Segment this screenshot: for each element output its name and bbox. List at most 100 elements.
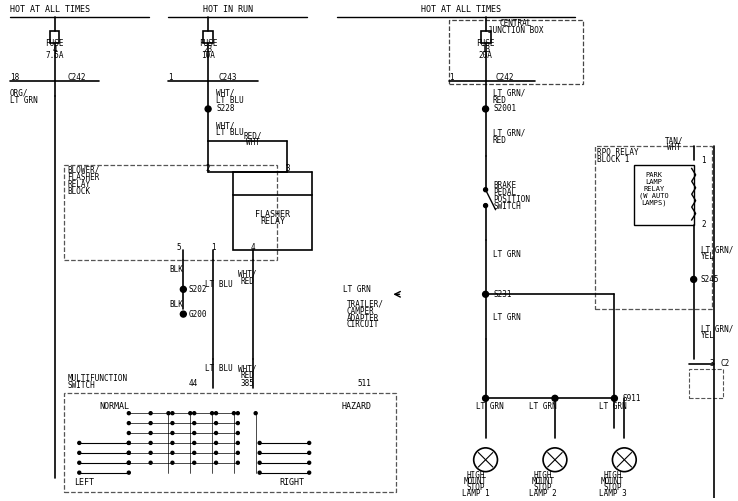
Text: 4: 4 bbox=[250, 243, 255, 252]
Circle shape bbox=[215, 422, 218, 424]
Text: LEFT: LEFT bbox=[75, 478, 94, 487]
Circle shape bbox=[258, 441, 261, 444]
Circle shape bbox=[77, 441, 80, 444]
Text: 5: 5 bbox=[176, 243, 181, 252]
Circle shape bbox=[149, 441, 152, 444]
Circle shape bbox=[691, 277, 697, 283]
Text: RED: RED bbox=[492, 96, 506, 105]
Text: BLOWER/: BLOWER/ bbox=[67, 166, 100, 175]
Text: WHT: WHT bbox=[667, 143, 680, 152]
Circle shape bbox=[77, 461, 80, 464]
Text: RED: RED bbox=[241, 371, 255, 380]
Text: STOP: STOP bbox=[603, 483, 621, 492]
Circle shape bbox=[308, 441, 311, 444]
Text: ORG/: ORG/ bbox=[10, 89, 28, 98]
Bar bbox=[64, 165, 277, 260]
Bar bbox=[49, 31, 60, 43]
Circle shape bbox=[308, 471, 311, 474]
Text: PEDAL: PEDAL bbox=[494, 188, 517, 197]
Text: LT BLU: LT BLU bbox=[216, 128, 244, 137]
Text: RELAY: RELAY bbox=[67, 180, 91, 189]
Text: WHT: WHT bbox=[246, 138, 260, 147]
Circle shape bbox=[215, 461, 218, 464]
Text: 20A: 20A bbox=[479, 51, 492, 60]
Text: TRAILER/: TRAILER/ bbox=[347, 300, 384, 309]
Text: LT BLU: LT BLU bbox=[205, 364, 233, 373]
Circle shape bbox=[254, 412, 257, 415]
Text: 3: 3 bbox=[285, 164, 290, 173]
Text: S245: S245 bbox=[700, 275, 719, 284]
Text: (W AUTO: (W AUTO bbox=[639, 193, 669, 199]
Text: HIGH: HIGH bbox=[603, 471, 621, 480]
Text: S2001: S2001 bbox=[494, 105, 517, 113]
Circle shape bbox=[149, 412, 152, 415]
Text: 23: 23 bbox=[204, 45, 213, 54]
Circle shape bbox=[205, 106, 211, 112]
Text: BLK: BLK bbox=[170, 265, 183, 274]
Circle shape bbox=[483, 106, 489, 112]
Circle shape bbox=[236, 451, 239, 454]
Text: LT BLU: LT BLU bbox=[216, 96, 244, 105]
Circle shape bbox=[258, 451, 261, 454]
Circle shape bbox=[171, 441, 174, 444]
Circle shape bbox=[193, 412, 196, 415]
Text: JUNCTION BOX: JUNCTION BOX bbox=[488, 26, 543, 35]
Text: MOUNT: MOUNT bbox=[464, 477, 487, 486]
Circle shape bbox=[128, 451, 131, 454]
Text: 4: 4 bbox=[52, 45, 57, 54]
Circle shape bbox=[128, 451, 131, 454]
Text: BRAKE: BRAKE bbox=[494, 181, 517, 190]
Text: 13: 13 bbox=[481, 45, 490, 54]
Circle shape bbox=[149, 422, 152, 424]
Circle shape bbox=[193, 431, 196, 434]
Text: MOUNT: MOUNT bbox=[601, 477, 624, 486]
Text: C242: C242 bbox=[495, 73, 514, 82]
Text: FUSE: FUSE bbox=[476, 39, 494, 48]
Text: HOT AT ALL TIMES: HOT AT ALL TIMES bbox=[421, 6, 501, 15]
Text: LT GRN: LT GRN bbox=[492, 313, 520, 322]
Text: BLOCK: BLOCK bbox=[67, 187, 91, 196]
Text: STOP: STOP bbox=[534, 483, 552, 492]
Circle shape bbox=[258, 471, 261, 474]
Text: BLOCK 1: BLOCK 1 bbox=[596, 155, 629, 164]
Circle shape bbox=[128, 461, 131, 464]
Circle shape bbox=[215, 431, 218, 434]
Text: 44: 44 bbox=[189, 379, 198, 388]
Bar bbox=[689, 369, 723, 398]
Text: 1: 1 bbox=[449, 73, 454, 82]
Text: 1: 1 bbox=[168, 73, 173, 82]
Circle shape bbox=[149, 461, 152, 464]
Circle shape bbox=[128, 431, 131, 434]
Circle shape bbox=[215, 412, 218, 415]
Text: YEL: YEL bbox=[700, 252, 714, 261]
Circle shape bbox=[171, 431, 174, 434]
Circle shape bbox=[236, 441, 239, 444]
Circle shape bbox=[77, 451, 80, 454]
Bar bbox=[480, 31, 491, 43]
Circle shape bbox=[167, 412, 170, 415]
Text: MOUNT: MOUNT bbox=[531, 477, 555, 486]
Text: ADAPTER: ADAPTER bbox=[347, 314, 379, 323]
Text: FUSE: FUSE bbox=[45, 39, 63, 48]
Text: S231: S231 bbox=[494, 290, 512, 299]
Circle shape bbox=[171, 412, 174, 415]
Circle shape bbox=[128, 412, 131, 415]
Text: FLASHER: FLASHER bbox=[255, 210, 290, 219]
Text: 7.5A: 7.5A bbox=[45, 51, 63, 60]
Circle shape bbox=[236, 431, 239, 434]
Text: LT GRN: LT GRN bbox=[599, 402, 627, 411]
Text: 3: 3 bbox=[709, 359, 714, 368]
Circle shape bbox=[236, 422, 239, 424]
Text: HAZARD: HAZARD bbox=[342, 402, 372, 411]
Text: SWITCH: SWITCH bbox=[494, 201, 521, 210]
Text: WHT/: WHT/ bbox=[216, 89, 235, 98]
Circle shape bbox=[193, 422, 196, 424]
Text: G200: G200 bbox=[188, 310, 207, 319]
Circle shape bbox=[236, 412, 239, 415]
Text: LAMP 2: LAMP 2 bbox=[529, 489, 557, 498]
Circle shape bbox=[149, 431, 152, 434]
Bar bbox=[64, 393, 396, 492]
Text: C2: C2 bbox=[720, 359, 730, 368]
Text: CAMPER: CAMPER bbox=[347, 307, 375, 316]
Circle shape bbox=[483, 203, 488, 207]
